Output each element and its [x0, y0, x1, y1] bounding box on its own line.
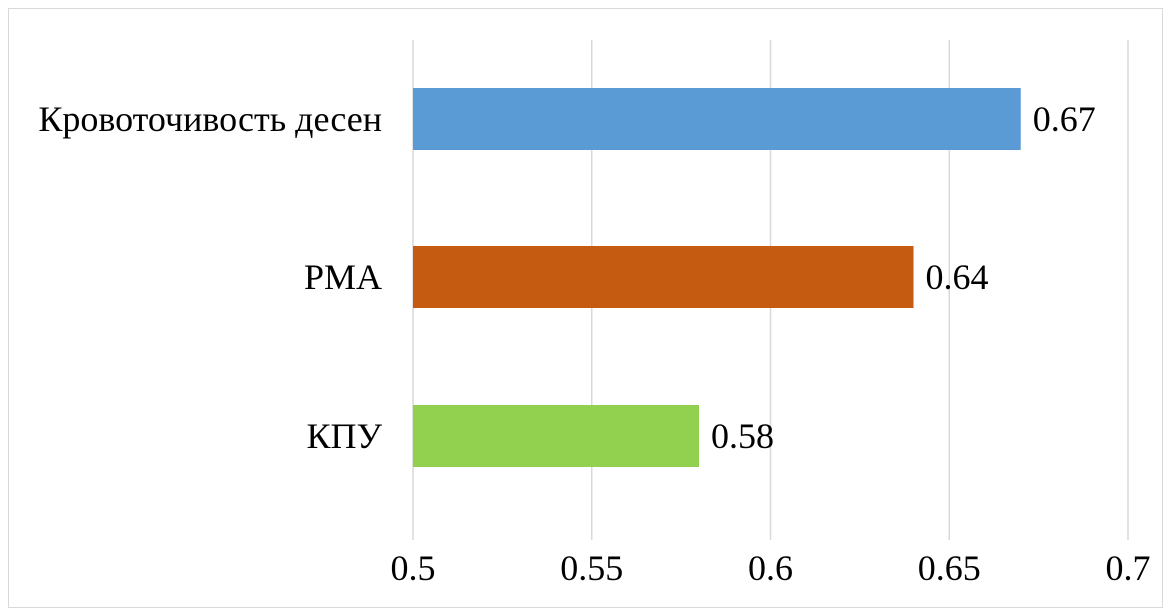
bar	[413, 246, 914, 308]
bar	[413, 405, 699, 467]
data-label: 0.64	[926, 257, 989, 297]
bar-chart: 0.5 0.55 0.6 0.65 0.7 Кровоточивость десен 0.6…	[38, 40, 1151, 587]
x-tick-label: 0.7	[1106, 548, 1151, 587]
data-label: 0.67	[1033, 99, 1096, 139]
category-label: Кровоточивость десен	[38, 99, 382, 139]
category-label: PMA	[304, 257, 382, 297]
x-tick-label: 0.5	[391, 548, 436, 587]
category-label: КПУ	[307, 416, 383, 456]
x-tick-label: 0.6	[748, 548, 793, 587]
bars	[413, 88, 1021, 467]
bar	[413, 88, 1021, 150]
labels: 0.5 0.55 0.6 0.65 0.7 Кровоточивость десен 0.6…	[38, 99, 1150, 587]
data-label: 0.58	[711, 416, 774, 456]
x-tick-label: 0.55	[560, 548, 623, 587]
x-tick-label: 0.65	[918, 548, 981, 587]
